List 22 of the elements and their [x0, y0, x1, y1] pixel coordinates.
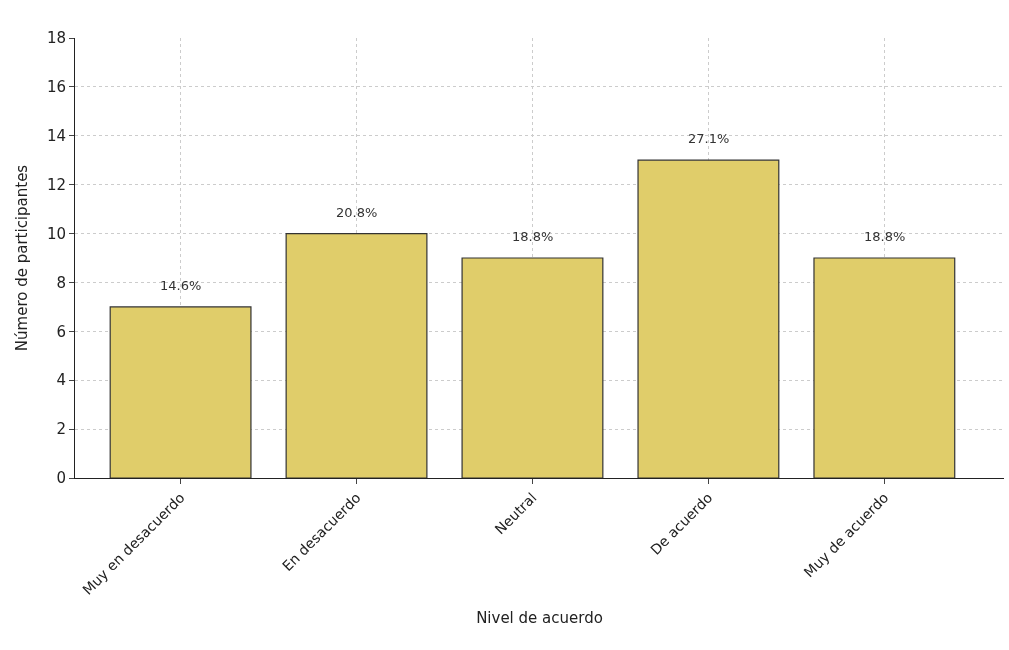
x-axis-title: Nivel de acuerdo	[476, 608, 603, 627]
bar	[109, 306, 252, 478]
annotation: 20.8%	[336, 205, 378, 220]
y-tick-label: 2	[56, 420, 66, 439]
bar	[461, 257, 604, 478]
y-tick-label: 8	[56, 273, 66, 292]
annotation: 14.6%	[160, 278, 202, 293]
y-axis-title: Número de participantes	[13, 164, 32, 352]
y-tick-label: 6	[56, 322, 66, 341]
bar	[637, 159, 780, 478]
annotation: 18.8%	[512, 229, 554, 244]
bar	[813, 257, 956, 478]
annotation: 18.8%	[864, 229, 906, 244]
y-tick-label: 4	[56, 371, 66, 390]
y-tick-label: 16	[46, 78, 66, 97]
y-tick-label: 10	[46, 224, 66, 243]
y-tick-label: 14	[46, 127, 66, 146]
y-tick-label: 18	[46, 29, 66, 48]
y-tick-label: 12	[46, 175, 66, 194]
annotation: 27.1%	[688, 131, 730, 146]
bar	[285, 232, 428, 478]
y-tick-label: 0	[56, 469, 66, 488]
